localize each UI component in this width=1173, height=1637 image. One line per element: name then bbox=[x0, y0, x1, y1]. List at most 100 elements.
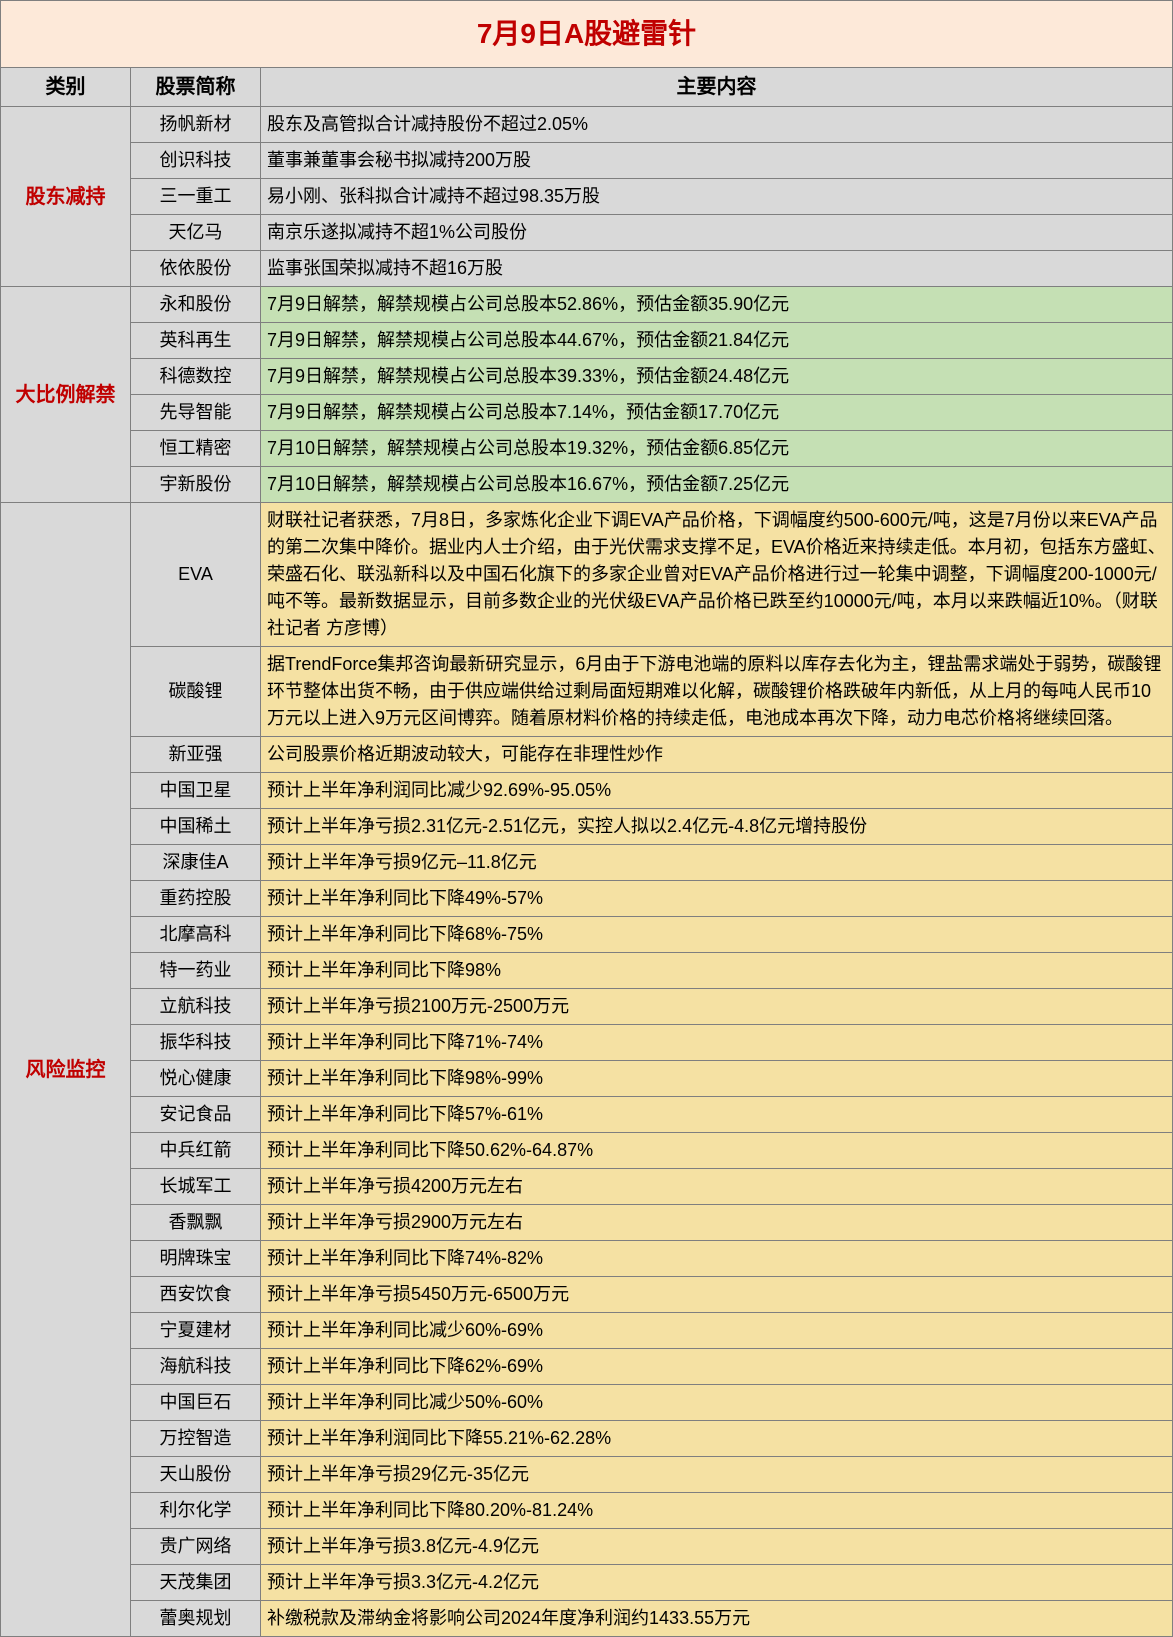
table-row: 贵广网络预计上半年净亏损3.8亿元-4.9亿元 bbox=[1, 1529, 1173, 1565]
content-cell: 预计上半年净利润同比下降55.21%-62.28% bbox=[261, 1421, 1173, 1457]
stock-cell: 特一药业 bbox=[131, 953, 261, 989]
stock-cell: 中国稀土 bbox=[131, 809, 261, 845]
table-row: 海航科技预计上半年净利同比下降62%-69% bbox=[1, 1349, 1173, 1385]
table-row: 风险监控EVA财联社记者获悉，7月8日，多家炼化企业下调EVA产品价格，下调幅度… bbox=[1, 503, 1173, 647]
content-cell: 7月9日解禁，解禁规模占公司总股本7.14%，预估金额17.70亿元 bbox=[261, 395, 1173, 431]
table-row: 万控智造预计上半年净利润同比下降55.21%-62.28% bbox=[1, 1421, 1173, 1457]
table-row: 依依股份监事张国荣拟减持不超16万股 bbox=[1, 251, 1173, 287]
stock-cell: 悦心健康 bbox=[131, 1061, 261, 1097]
stock-cell: 万控智造 bbox=[131, 1421, 261, 1457]
content-cell: 补缴税款及滞纳金将影响公司2024年度净利润约1433.55万元 bbox=[261, 1601, 1173, 1637]
stock-cell: 扬帆新材 bbox=[131, 107, 261, 143]
table-row: 三一重工易小刚、张科拟合计减持不超过98.35万股 bbox=[1, 179, 1173, 215]
table-title: 7月9日A股避雷针 bbox=[1, 1, 1173, 68]
content-cell: 预计上半年净利同比下降74%-82% bbox=[261, 1241, 1173, 1277]
table-row: 北摩高科预计上半年净利同比下降68%-75% bbox=[1, 917, 1173, 953]
stock-cell: 中兵红箭 bbox=[131, 1133, 261, 1169]
content-cell: 财联社记者获悉，7月8日，多家炼化企业下调EVA产品价格，下调幅度约500-60… bbox=[261, 503, 1173, 647]
table-row: 天茂集团预计上半年净亏损3.3亿元-4.2亿元 bbox=[1, 1565, 1173, 1601]
stock-cell: 海航科技 bbox=[131, 1349, 261, 1385]
content-cell: 据TrendForce集邦咨询最新研究显示，6月由于下游电池端的原料以库存去化为… bbox=[261, 647, 1173, 737]
content-cell: 易小刚、张科拟合计减持不超过98.35万股 bbox=[261, 179, 1173, 215]
content-cell: 预计上半年净利同比下降80.20%-81.24% bbox=[261, 1493, 1173, 1529]
stock-cell: 先导智能 bbox=[131, 395, 261, 431]
stock-cell: EVA bbox=[131, 503, 261, 647]
content-cell: 南京乐遂拟减持不超1%公司股份 bbox=[261, 215, 1173, 251]
table-row: 大比例解禁永和股份7月9日解禁，解禁规模占公司总股本52.86%，预估金额35.… bbox=[1, 287, 1173, 323]
table-row: 利尔化学预计上半年净利同比下降80.20%-81.24% bbox=[1, 1493, 1173, 1529]
content-cell: 7月10日解禁，解禁规模占公司总股本16.67%，预估金额7.25亿元 bbox=[261, 467, 1173, 503]
content-cell: 预计上半年净利同比下降57%-61% bbox=[261, 1097, 1173, 1133]
table-row: 创识科技董事兼董事会秘书拟减持200万股 bbox=[1, 143, 1173, 179]
category-cell: 股东减持 bbox=[1, 107, 131, 287]
content-cell: 预计上半年净利同比减少60%-69% bbox=[261, 1313, 1173, 1349]
content-cell: 7月9日解禁，解禁规模占公司总股本52.86%，预估金额35.90亿元 bbox=[261, 287, 1173, 323]
content-cell: 预计上半年净利同比下降62%-69% bbox=[261, 1349, 1173, 1385]
table-row: 英科再生7月9日解禁，解禁规模占公司总股本44.67%，预估金额21.84亿元 bbox=[1, 323, 1173, 359]
content-cell: 7月9日解禁，解禁规模占公司总股本39.33%，预估金额24.48亿元 bbox=[261, 359, 1173, 395]
table-row: 特一药业预计上半年净利同比下降98% bbox=[1, 953, 1173, 989]
stock-cell: 宁夏建材 bbox=[131, 1313, 261, 1349]
table-row: 西安饮食预计上半年净亏损5450万元-6500万元 bbox=[1, 1277, 1173, 1313]
stock-cell: 天山股份 bbox=[131, 1457, 261, 1493]
content-cell: 预计上半年净利润同比减少92.69%-95.05% bbox=[261, 773, 1173, 809]
stock-cell: 长城军工 bbox=[131, 1169, 261, 1205]
stock-cell: 安记食品 bbox=[131, 1097, 261, 1133]
table-row: 安记食品预计上半年净利同比下降57%-61% bbox=[1, 1097, 1173, 1133]
stock-cell: 西安饮食 bbox=[131, 1277, 261, 1313]
table-row: 天亿马南京乐遂拟减持不超1%公司股份 bbox=[1, 215, 1173, 251]
category-cell: 大比例解禁 bbox=[1, 287, 131, 503]
content-cell: 7月10日解禁，解禁规模占公司总股本19.32%，预估金额6.85亿元 bbox=[261, 431, 1173, 467]
stock-cell: 宇新股份 bbox=[131, 467, 261, 503]
table-row: 股东减持扬帆新材股东及高管拟合计减持股份不超过2.05% bbox=[1, 107, 1173, 143]
risk-table: 7月9日A股避雷针类别股票简称主要内容股东减持扬帆新材股东及高管拟合计减持股份不… bbox=[0, 0, 1173, 1637]
stock-cell: 重药控股 bbox=[131, 881, 261, 917]
content-cell: 预计上半年净亏损3.3亿元-4.2亿元 bbox=[261, 1565, 1173, 1601]
stock-cell: 三一重工 bbox=[131, 179, 261, 215]
content-cell: 预计上半年净利同比下降49%-57% bbox=[261, 881, 1173, 917]
stock-cell: 科德数控 bbox=[131, 359, 261, 395]
content-cell: 预计上半年净亏损2.31亿元-2.51亿元，实控人拟以2.4亿元-4.8亿元增持… bbox=[261, 809, 1173, 845]
header-category: 类别 bbox=[1, 68, 131, 107]
table-row: 中国稀土预计上半年净亏损2.31亿元-2.51亿元，实控人拟以2.4亿元-4.8… bbox=[1, 809, 1173, 845]
table-row: 先导智能7月9日解禁，解禁规模占公司总股本7.14%，预估金额17.70亿元 bbox=[1, 395, 1173, 431]
stock-cell: 永和股份 bbox=[131, 287, 261, 323]
content-cell: 预计上半年净亏损3.8亿元-4.9亿元 bbox=[261, 1529, 1173, 1565]
content-cell: 公司股票价格近期波动较大，可能存在非理性炒作 bbox=[261, 737, 1173, 773]
table-row: 中国巨石预计上半年净利同比减少50%-60% bbox=[1, 1385, 1173, 1421]
content-cell: 预计上半年净利同比下降68%-75% bbox=[261, 917, 1173, 953]
header-stock: 股票简称 bbox=[131, 68, 261, 107]
stock-cell: 天亿马 bbox=[131, 215, 261, 251]
table-row: 重药控股预计上半年净利同比下降49%-57% bbox=[1, 881, 1173, 917]
table-row: 立航科技预计上半年净亏损2100万元-2500万元 bbox=[1, 989, 1173, 1025]
stock-cell: 深康佳A bbox=[131, 845, 261, 881]
stock-cell: 明牌珠宝 bbox=[131, 1241, 261, 1277]
content-cell: 预计上半年净利同比下降98%-99% bbox=[261, 1061, 1173, 1097]
content-cell: 预计上半年净利同比下降98% bbox=[261, 953, 1173, 989]
table-row: 恒工精密7月10日解禁，解禁规模占公司总股本19.32%，预估金额6.85亿元 bbox=[1, 431, 1173, 467]
content-cell: 预计上半年净亏损9亿元–11.8亿元 bbox=[261, 845, 1173, 881]
table-row: 天山股份预计上半年净亏损29亿元-35亿元 bbox=[1, 1457, 1173, 1493]
table-row: 宁夏建材预计上半年净利同比减少60%-69% bbox=[1, 1313, 1173, 1349]
table-row: 中兵红箭预计上半年净利同比下降50.62%-64.87% bbox=[1, 1133, 1173, 1169]
stock-cell: 北摩高科 bbox=[131, 917, 261, 953]
table-row: 蕾奥规划补缴税款及滞纳金将影响公司2024年度净利润约1433.55万元 bbox=[1, 1601, 1173, 1637]
header-content: 主要内容 bbox=[261, 68, 1173, 107]
stock-cell: 立航科技 bbox=[131, 989, 261, 1025]
stock-cell: 香飘飘 bbox=[131, 1205, 261, 1241]
content-cell: 监事张国荣拟减持不超16万股 bbox=[261, 251, 1173, 287]
table-row: 振华科技预计上半年净利同比下降71%-74% bbox=[1, 1025, 1173, 1061]
stock-cell: 中国卫星 bbox=[131, 773, 261, 809]
content-cell: 预计上半年净亏损2900万元左右 bbox=[261, 1205, 1173, 1241]
table-row: 深康佳A预计上半年净亏损9亿元–11.8亿元 bbox=[1, 845, 1173, 881]
stock-cell: 恒工精密 bbox=[131, 431, 261, 467]
stock-cell: 利尔化学 bbox=[131, 1493, 261, 1529]
table-row: 碳酸锂据TrendForce集邦咨询最新研究显示，6月由于下游电池端的原料以库存… bbox=[1, 647, 1173, 737]
stock-cell: 天茂集团 bbox=[131, 1565, 261, 1601]
stock-cell: 碳酸锂 bbox=[131, 647, 261, 737]
content-cell: 预计上半年净利同比下降71%-74% bbox=[261, 1025, 1173, 1061]
table-row: 中国卫星预计上半年净利润同比减少92.69%-95.05% bbox=[1, 773, 1173, 809]
stock-cell: 贵广网络 bbox=[131, 1529, 261, 1565]
table-row: 香飘飘预计上半年净亏损2900万元左右 bbox=[1, 1205, 1173, 1241]
content-cell: 预计上半年净亏损4200万元左右 bbox=[261, 1169, 1173, 1205]
